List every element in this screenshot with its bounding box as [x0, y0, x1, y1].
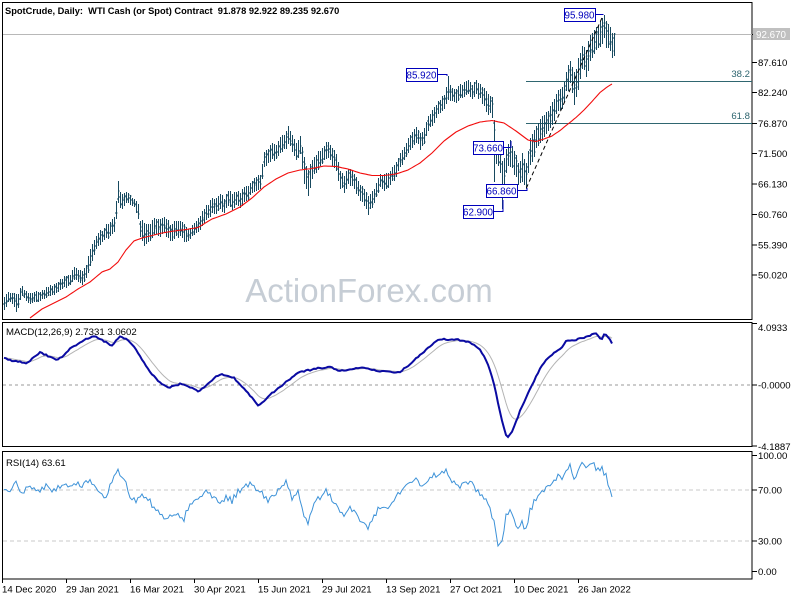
- svg-text:50.020: 50.020: [758, 271, 787, 282]
- svg-text:26 Jan 2022: 26 Jan 2022: [578, 585, 631, 596]
- svg-text:15 Jun 2021: 15 Jun 2021: [258, 585, 311, 596]
- svg-text:73.660: 73.660: [473, 144, 504, 155]
- svg-text:71.500: 71.500: [758, 149, 787, 160]
- svg-text:29 Jul 2021: 29 Jul 2021: [322, 585, 372, 596]
- svg-text:66.860: 66.860: [487, 187, 518, 198]
- svg-text:70.00: 70.00: [758, 486, 782, 497]
- svg-text:-4.1887: -4.1887: [758, 442, 791, 453]
- svg-text:27 Oct 2021: 27 Oct 2021: [450, 585, 502, 596]
- svg-text:30.00: 30.00: [758, 537, 782, 548]
- svg-text:100.00: 100.00: [758, 451, 787, 462]
- svg-text:61.8: 61.8: [731, 111, 750, 122]
- svg-text:82.240: 82.240: [758, 88, 787, 99]
- svg-text:4.0933: 4.0933: [758, 323, 787, 334]
- svg-text:MACD(12,26,9) 2.7331 3.0602: MACD(12,26,9) 2.7331 3.0602: [6, 327, 137, 338]
- svg-text:60.760: 60.760: [758, 210, 787, 221]
- svg-text:87.610: 87.610: [758, 58, 787, 69]
- svg-text:-0.0000: -0.0000: [758, 381, 791, 392]
- svg-text:RSI(14) 63.61: RSI(14) 63.61: [6, 458, 66, 469]
- svg-text:ActionForex.com: ActionForex.com: [245, 272, 493, 309]
- svg-text:0.00: 0.00: [758, 567, 777, 578]
- svg-text:13 Sep 2021: 13 Sep 2021: [386, 585, 440, 596]
- svg-text:14 Dec 2020: 14 Dec 2020: [2, 585, 56, 596]
- svg-text:10 Dec 2021: 10 Dec 2021: [514, 585, 568, 596]
- svg-text:55.390: 55.390: [758, 241, 787, 252]
- svg-text:85.920: 85.920: [407, 71, 438, 82]
- svg-text:76.870: 76.870: [758, 119, 787, 130]
- svg-text:92.670: 92.670: [756, 30, 787, 41]
- svg-text:30 Apr 2021: 30 Apr 2021: [194, 585, 246, 596]
- svg-text:66.130: 66.130: [758, 180, 787, 191]
- svg-text:38.2: 38.2: [731, 69, 750, 80]
- svg-text:62.900: 62.900: [463, 208, 494, 219]
- svg-text:16 Mar 2021: 16 Mar 2021: [130, 585, 184, 596]
- svg-text:SpotCrude, Daily: WTI Cash (o: SpotCrude, Daily: WTI Cash (or Spot) Con…: [5, 6, 339, 16]
- svg-text:29 Jan 2021: 29 Jan 2021: [66, 585, 119, 596]
- svg-text:95.980: 95.980: [565, 11, 596, 22]
